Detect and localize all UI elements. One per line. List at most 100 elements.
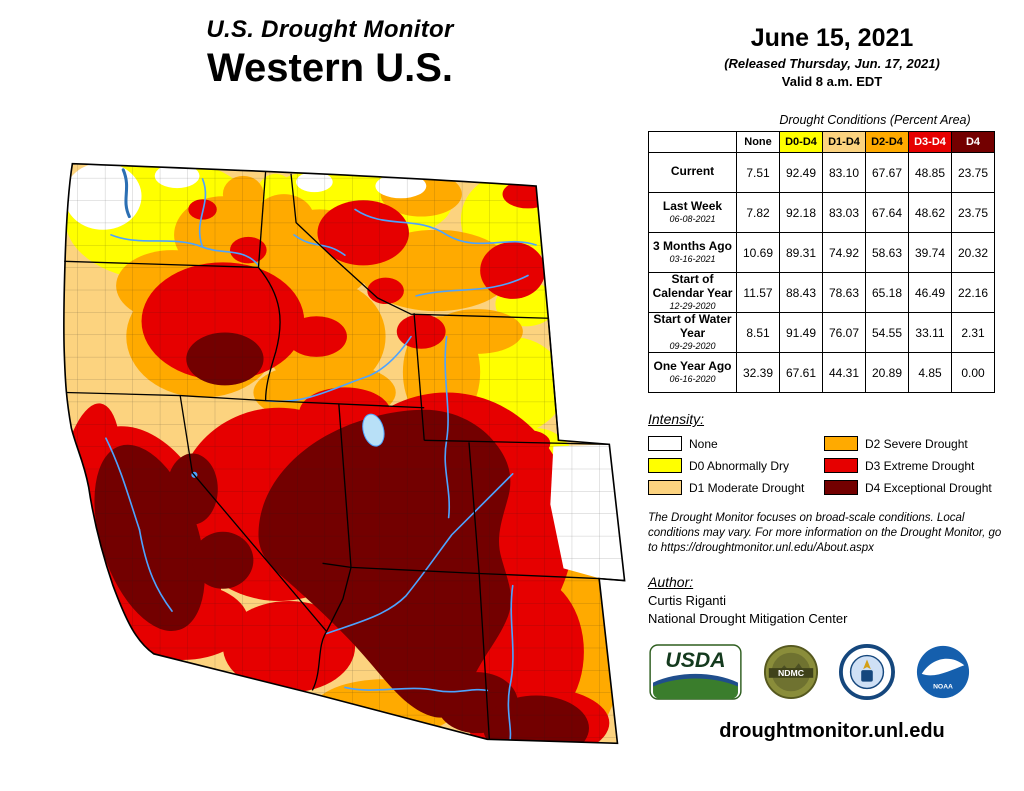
website-url: droughtmonitor.unl.edu xyxy=(719,719,945,742)
table-cell: 33.11 xyxy=(908,312,952,353)
legend-item-d3: D3 Extreme Drought xyxy=(824,458,1016,473)
header-d4: D4 xyxy=(951,131,995,153)
table-cell: 67.64 xyxy=(865,192,909,233)
intensity-heading: Intensity: xyxy=(648,411,705,427)
swatch-d3 xyxy=(824,458,858,473)
table-cell: 20.89 xyxy=(865,352,909,393)
noaa-logo: NOAA xyxy=(916,645,970,698)
table-row: Start of Calendar Year 12-29-2020 11.57 8… xyxy=(648,272,995,313)
table-cell: 39.74 xyxy=(908,232,952,273)
table-cell: 23.75 xyxy=(951,152,995,193)
title-block: U.S. Drought Monitor Western U.S. xyxy=(40,16,620,91)
table-cell: 74.92 xyxy=(822,232,866,273)
table-cell: 11.57 xyxy=(736,272,780,313)
table-row: Start of Water Year 09-29-2020 8.51 91.49… xyxy=(648,312,995,353)
row-label-text: One Year Ago xyxy=(653,358,732,373)
table-cell: 67.67 xyxy=(865,152,909,193)
table-cell: 22.16 xyxy=(951,272,995,313)
table-cell: 32.39 xyxy=(736,352,780,393)
swatch-d4 xyxy=(824,480,858,495)
table-cell: 91.49 xyxy=(779,312,823,353)
table-cell: 83.10 xyxy=(822,152,866,193)
swatch-d2 xyxy=(824,436,858,451)
header-none: None xyxy=(736,131,780,153)
table-cell: 88.43 xyxy=(779,272,823,313)
table-cell: 78.63 xyxy=(822,272,866,313)
row-label: Last Week 06-08-2021 xyxy=(648,192,737,233)
row-label: One Year Ago 06-16-2020 xyxy=(648,352,737,393)
table-cell: 10.69 xyxy=(736,232,780,273)
table-cell: 92.18 xyxy=(779,192,823,233)
swatch-d0 xyxy=(648,458,682,473)
map-outline xyxy=(63,162,626,745)
table-cell: 83.03 xyxy=(822,192,866,233)
header-d3-d4: D3-D4 xyxy=(908,131,952,153)
table-cell: 67.61 xyxy=(779,352,823,393)
legend-item-d4: D4 Exceptional Drought xyxy=(824,480,1016,495)
row-date: 06-08-2021 xyxy=(669,214,716,225)
western-us-drought-map xyxy=(63,162,626,745)
map-state-borders xyxy=(64,171,625,740)
row-date: 09-29-2020 xyxy=(669,340,716,351)
usda-logo: USDA xyxy=(649,644,742,700)
header-d1-d4: D1-D4 xyxy=(822,131,866,153)
header-d2-d4: D2-D4 xyxy=(865,131,909,153)
row-label-text: Current xyxy=(670,163,715,178)
author-heading: Author: xyxy=(648,573,694,590)
legend-label: None xyxy=(689,436,718,451)
legend-label: D0 Abnormally Dry xyxy=(689,458,790,473)
row-label: Start of Water Year 09-29-2020 xyxy=(648,312,737,353)
swatch-d1 xyxy=(648,480,682,495)
row-date: 12-29-2020 xyxy=(669,300,716,311)
table-cell: 20.32 xyxy=(951,232,995,273)
table-cell: 92.49 xyxy=(779,152,823,193)
table-cell: 0.00 xyxy=(951,352,995,393)
author-name: Curtis Riganti xyxy=(648,592,727,608)
svg-text:NOAA: NOAA xyxy=(933,683,953,690)
table-row: One Year Ago 06-16-2020 32.39 67.61 44.31… xyxy=(648,352,995,393)
table-cell: 48.85 xyxy=(908,152,952,193)
table-cell: 4.85 xyxy=(908,352,952,393)
legend-label: D2 Severe Drought xyxy=(865,436,968,451)
table-cell: 23.75 xyxy=(951,192,995,233)
table-cell: 44.31 xyxy=(822,352,866,393)
table-cell: 8.51 xyxy=(736,312,780,353)
table-cell: 48.62 xyxy=(908,192,952,233)
valid-time: Valid 8 a.m. EDT xyxy=(781,74,883,89)
table-cell: 2.31 xyxy=(951,312,995,353)
table-row: Current 7.51 92.49 83.10 67.67 48.85 23.… xyxy=(648,152,995,193)
region-title: Western U.S. xyxy=(207,46,453,90)
row-label: Current xyxy=(648,152,737,193)
legend-item-d2: D2 Severe Drought xyxy=(824,436,1016,451)
table-cell: 65.18 xyxy=(865,272,909,313)
release-date: (Released Thursday, Jun. 17, 2021) xyxy=(724,56,940,71)
legend-item-d1: D1 Moderate Drought xyxy=(648,480,824,495)
author-org: National Drought Mitigation Center xyxy=(648,610,848,626)
map-rivers xyxy=(105,168,537,744)
map-drought-fill xyxy=(63,163,625,744)
county-lines-texture xyxy=(63,163,625,744)
table-cell: 46.49 xyxy=(908,272,952,313)
legend-label: D1 Moderate Drought xyxy=(689,480,805,495)
row-label-text: Start of Water Year xyxy=(653,312,732,340)
table-caption: Drought Conditions (Percent Area) xyxy=(779,113,971,127)
table-row: 3 Months Ago 03-16-2021 10.69 89.31 74.92… xyxy=(648,232,995,273)
swatch-none xyxy=(648,436,682,451)
table-cell: 89.31 xyxy=(779,232,823,273)
agency-logos: USDA NDMC NOAA xyxy=(648,642,1016,702)
header-d0-d4: D0-D4 xyxy=(779,131,823,153)
info-panel: June 15, 2021 (Released Thursday, Jun. 1… xyxy=(648,24,1016,743)
table-row: Last Week 06-08-2021 7.82 92.18 83.03 67.… xyxy=(648,192,995,233)
row-date: 06-16-2020 xyxy=(669,374,716,385)
commerce-seal-logo xyxy=(839,643,895,700)
legend-label: D4 Exceptional Drought xyxy=(865,480,992,495)
row-label-text: Start of Calendar Year xyxy=(652,272,733,300)
header-empty xyxy=(648,131,737,153)
table-cell: 7.82 xyxy=(736,192,780,233)
ndmc-logo: NDMC xyxy=(763,644,819,699)
legend-item-d0: D0 Abnormally Dry xyxy=(648,458,824,473)
great-salt-lake xyxy=(362,413,385,447)
table-cell: 54.55 xyxy=(865,312,909,353)
row-label: Start of Calendar Year 12-29-2020 xyxy=(648,272,737,313)
